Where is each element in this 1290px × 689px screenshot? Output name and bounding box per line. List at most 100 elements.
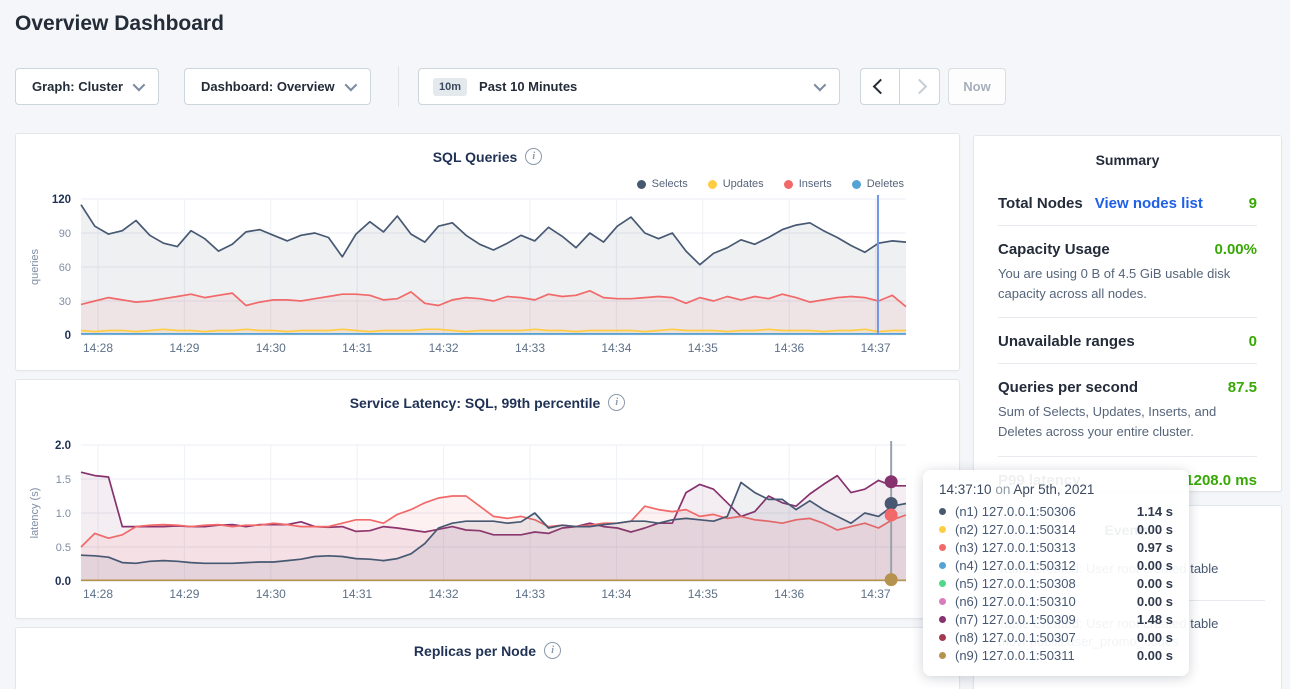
summary-description: You are using 0 B of 4.5 GiB usable disk…	[998, 264, 1257, 304]
svg-text:14:34: 14:34	[601, 341, 631, 355]
legend-dot	[852, 180, 861, 189]
tooltip-row: (n9) 127.0.0.1:50311 0.00 s	[939, 646, 1173, 664]
series-dot	[939, 634, 946, 641]
graph-dropdown-label: Graph: Cluster	[32, 79, 123, 94]
tooltip-timestamp: 14:37:10 on Apr 5th, 2021	[939, 482, 1173, 497]
svg-text:0: 0	[65, 330, 71, 342]
node-address: (n7) 127.0.0.1:50309	[955, 612, 1076, 627]
svg-text:14:31: 14:31	[342, 587, 372, 601]
summary-row-qps: Queries per second 87.5 Sum of Selects, …	[998, 364, 1257, 456]
replicas-title-row: Replicas per Node i	[16, 642, 959, 659]
svg-text:14:28: 14:28	[83, 341, 113, 355]
chevron-left-icon	[872, 79, 888, 95]
svg-text:14:35: 14:35	[688, 587, 718, 601]
svg-text:14:30: 14:30	[256, 341, 286, 355]
legend-dot	[708, 180, 717, 189]
time-back-button[interactable]	[860, 68, 900, 105]
chart-title: Replicas per Node	[414, 643, 536, 659]
node-address: (n1) 127.0.0.1:50306	[955, 504, 1076, 519]
sql-queries-chart[interactable]: 030609012014:2814:2914:3014:3114:3214:33…	[16, 189, 945, 369]
service-latency-title-row: Service Latency: SQL, 99th percentile i	[16, 394, 959, 411]
service-latency-card: Service Latency: SQL, 99th percentile i …	[15, 379, 960, 619]
svg-text:14:37: 14:37	[861, 341, 891, 355]
svg-text:14:36: 14:36	[774, 587, 804, 601]
tooltip-row: (n2) 127.0.0.1:50314 0.00 s	[939, 520, 1173, 538]
page-title: Overview Dashboard	[15, 12, 224, 36]
node-address: (n6) 127.0.0.1:50310	[955, 594, 1076, 609]
chevron-right-icon	[912, 79, 928, 95]
now-button[interactable]: Now	[948, 68, 1006, 105]
svg-text:14:30: 14:30	[256, 587, 286, 601]
summary-title: Summary	[974, 152, 1281, 168]
overview-dashboard-page: Overview Dashboard Graph: Cluster Dashbo…	[0, 0, 1290, 689]
tooltip-row: (n4) 127.0.0.1:50312 0.00 s	[939, 556, 1173, 574]
series-dot	[939, 616, 946, 623]
svg-text:2.0: 2.0	[55, 440, 71, 452]
time-nav-group	[860, 68, 940, 105]
sql-queries-title-row: SQL Queries i	[16, 148, 959, 165]
chevron-down-icon	[133, 79, 146, 92]
svg-text:14:28: 14:28	[83, 587, 113, 601]
series-dot	[939, 598, 946, 605]
summary-value: 9	[1249, 195, 1257, 212]
summary-description: Sum of Selects, Updates, Inserts, and De…	[998, 402, 1257, 442]
info-icon[interactable]: i	[608, 394, 625, 411]
dashboard-dropdown[interactable]: Dashboard: Overview	[184, 68, 371, 105]
svg-text:1.0: 1.0	[56, 508, 71, 520]
chevron-down-icon	[814, 79, 827, 92]
series-dot	[939, 562, 946, 569]
tooltip-row: (n8) 127.0.0.1:50307 0.00 s	[939, 628, 1173, 646]
svg-text:latency (s): latency (s)	[29, 488, 41, 539]
series-dot	[939, 652, 946, 659]
summary-panel: Summary Total Nodes View nodes list 9 Ca…	[973, 135, 1282, 492]
summary-value: 0	[1249, 333, 1257, 350]
summary-value: 87.5	[1228, 379, 1257, 396]
svg-text:14:31: 14:31	[342, 341, 372, 355]
summary-value: 1208.0 ms	[1185, 472, 1257, 489]
svg-text:14:37: 14:37	[861, 587, 891, 601]
info-icon[interactable]: i	[525, 148, 542, 165]
svg-text:14:33: 14:33	[515, 341, 545, 355]
sql-queries-card: SQL Queries i Selects Updates Inserts De…	[15, 133, 960, 371]
info-icon[interactable]: i	[544, 642, 561, 659]
summary-row-capacity: Capacity Usage 0.00% You are using 0 B o…	[998, 226, 1257, 318]
latency-value: 0.00 s	[1137, 576, 1173, 591]
summary-label: Queries per second	[998, 379, 1138, 396]
svg-text:14:35: 14:35	[688, 341, 718, 355]
svg-text:14:34: 14:34	[601, 587, 631, 601]
svg-text:0.5: 0.5	[56, 542, 71, 554]
node-address: (n5) 127.0.0.1:50308	[955, 576, 1076, 591]
svg-text:14:36: 14:36	[774, 341, 804, 355]
dashboard-dropdown-label: Dashboard: Overview	[201, 79, 335, 94]
time-window-badge: 10m	[433, 78, 467, 96]
latency-value: 0.00 s	[1137, 522, 1173, 537]
node-address: (n9) 127.0.0.1:50311	[955, 648, 1075, 663]
replicas-per-node-card: Replicas per Node i	[15, 627, 960, 689]
summary-value: 0.00%	[1214, 241, 1257, 258]
latency-value: 0.00 s	[1137, 648, 1173, 663]
controls-divider	[398, 66, 399, 107]
graph-dropdown[interactable]: Graph: Cluster	[15, 68, 159, 105]
time-range-dropdown[interactable]: 10m Past 10 Minutes	[418, 68, 840, 105]
summary-body: Total Nodes View nodes list 9 Capacity U…	[998, 180, 1257, 502]
svg-text:1.5: 1.5	[56, 474, 71, 486]
series-dot	[939, 580, 946, 587]
chart-title: Service Latency: SQL, 99th percentile	[350, 395, 601, 411]
latency-value: 0.97 s	[1137, 540, 1173, 555]
node-address: (n2) 127.0.0.1:50314	[955, 522, 1076, 537]
series-dot	[939, 526, 946, 533]
summary-label: Total Nodes	[998, 195, 1083, 212]
node-address: (n8) 127.0.0.1:50307	[955, 630, 1076, 645]
time-forward-button[interactable]	[900, 68, 940, 105]
latency-value: 1.14 s	[1137, 504, 1173, 519]
svg-text:14:33: 14:33	[515, 587, 545, 601]
tooltip-row: (n7) 127.0.0.1:50309 1.48 s	[939, 610, 1173, 628]
latency-value: 0.00 s	[1137, 558, 1173, 573]
legend-dot	[784, 180, 793, 189]
legend-dot	[637, 180, 646, 189]
svg-text:60: 60	[59, 262, 71, 274]
view-nodes-list-link[interactable]: View nodes list	[1095, 195, 1203, 212]
service-latency-chart[interactable]: 0.00.51.01.52.014:2814:2914:3014:3114:32…	[16, 435, 945, 615]
svg-text:0.0: 0.0	[55, 576, 71, 588]
tooltip-row: (n3) 127.0.0.1:50313 0.97 s	[939, 538, 1173, 556]
